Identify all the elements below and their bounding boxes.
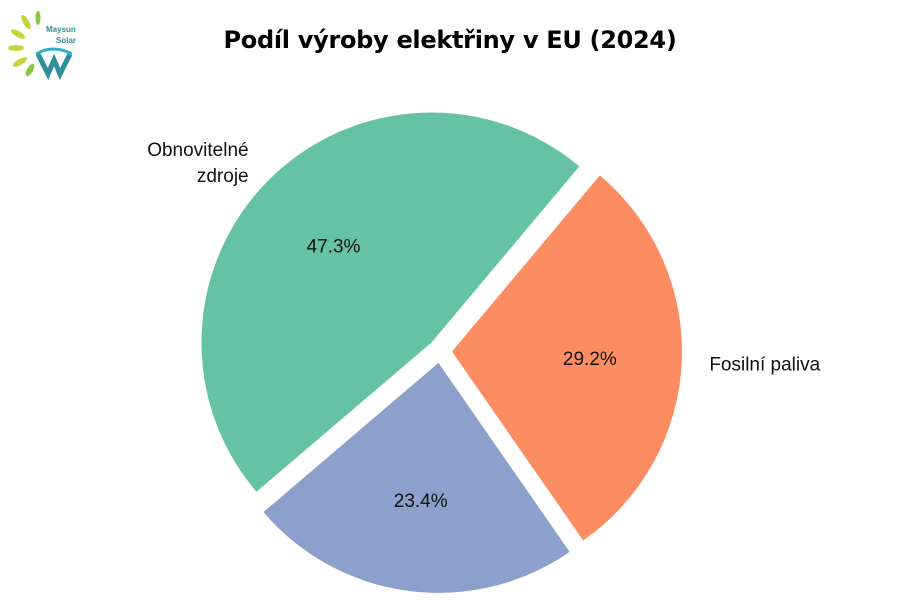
pct-label-fossil: 29.2% [563,349,617,370]
pie-slice-renewables [201,112,580,492]
logo-text-line1: Maysun [46,25,76,34]
pct-label-nuclear: 23.4% [394,491,448,512]
pct-label-renewables: 47.3% [307,236,361,257]
pie-slice-fossil [451,175,682,541]
logo-text-line2: Solar [56,36,76,45]
maysun-solar-logo: Maysun Solar [8,8,98,80]
chart-title: Podíl výroby elektřiny v EU (2024) [223,26,677,54]
sunflower-logo-icon: Maysun Solar [8,11,76,80]
category-label-fossil: Fosilní paliva [709,354,820,375]
category-label-renewables: Obnovitelné zdroje [147,140,248,187]
pie-slice-nuclear [263,362,570,593]
